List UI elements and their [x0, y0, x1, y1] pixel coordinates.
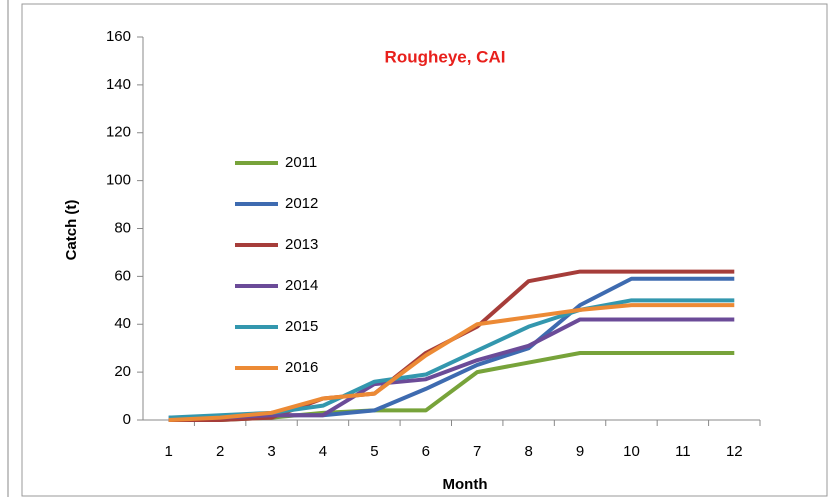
y-tick-label: 0: [123, 411, 131, 428]
y-tick-label: 100: [106, 172, 131, 189]
x-tick-label: 4: [319, 443, 327, 460]
series-line: [168, 303, 735, 422]
legend-label: 2016: [285, 359, 318, 376]
legend-label: 2014: [285, 277, 318, 294]
y-tick-label: 120: [106, 124, 131, 141]
y-tick-label: 60: [114, 267, 131, 284]
legend-label: 2011: [285, 154, 317, 171]
chart-title: Rougheye, CAI: [385, 47, 506, 66]
x-axis-label: Month: [443, 476, 488, 493]
chart-border: [21, 3, 828, 497]
legend-label: 2015: [285, 318, 318, 335]
y-axis-label: Catch (t): [63, 200, 80, 261]
legend-label: 2013: [285, 236, 318, 253]
x-tick-label: 1: [165, 443, 173, 460]
x-tick-label: 9: [576, 443, 584, 460]
x-tick-label: 12: [726, 443, 743, 460]
y-tick-label: 40: [114, 315, 131, 332]
x-tick-label: 10: [623, 443, 640, 460]
legend-label: 2012: [285, 195, 318, 212]
x-tick-label: 8: [524, 443, 532, 460]
x-tick-label: 6: [422, 443, 430, 460]
x-tick-label: 2: [216, 443, 224, 460]
x-tick-label: 3: [267, 443, 275, 460]
x-tick-label: 7: [473, 443, 481, 460]
x-tick-label: 5: [370, 443, 378, 460]
y-tick-label: 20: [114, 363, 131, 380]
x-tick-label: 11: [675, 443, 691, 460]
y-tick-label: 140: [106, 76, 131, 93]
y-tick-label: 160: [106, 28, 131, 45]
y-tick-label: 80: [114, 219, 131, 236]
